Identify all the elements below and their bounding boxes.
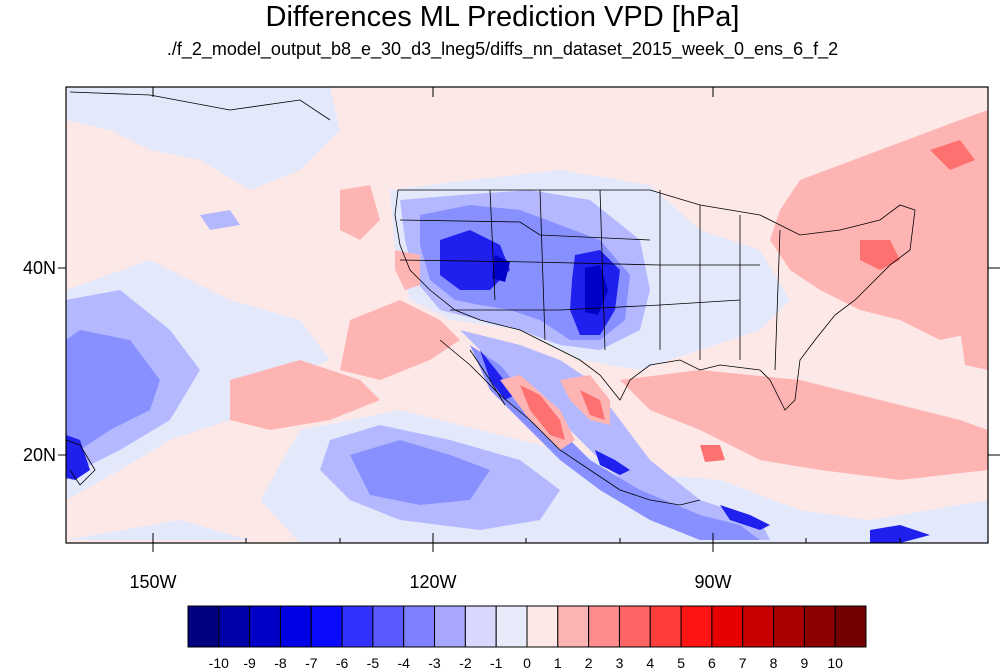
colorbar-swatch [803, 605, 836, 648]
colorbar-tick-label: -10 [208, 655, 229, 671]
colorbar-swatch [403, 605, 436, 648]
colorbar-swatch [279, 605, 312, 648]
colorbar-swatch [588, 605, 620, 648]
band-plus-4 [520, 140, 975, 462]
colorbar-swatch [187, 605, 220, 648]
colorbar-tick-label: -4 [397, 655, 410, 671]
colorbar-tick-label: -3 [428, 655, 441, 671]
x-tick-label-150w: 150W [129, 572, 177, 592]
axis-ticks [152, 87, 901, 543]
colorbar-tick-label: -5 [366, 655, 380, 671]
colorbar-swatch [218, 605, 251, 648]
outer-ticks [58, 267, 1000, 552]
plot-title: Differences ML Prediction VPD [hPa] [265, 1, 740, 33]
colorbar-swatch [495, 605, 528, 648]
colorbar-tick-label: 9 [800, 655, 809, 671]
plot-subtitle: ./f_2_model_output_b8_e_30_d3_lneg5/diff… [166, 39, 839, 59]
colorbar-swatch [834, 605, 867, 648]
colorbar-swatch [711, 605, 744, 648]
colorbar-tick-label: -8 [274, 655, 287, 671]
colorbar-swatch [773, 605, 805, 648]
colorbar-swatch [557, 605, 590, 648]
colorbar-swatch [372, 605, 405, 648]
colorbar-tick-label: 3 [615, 655, 624, 671]
country-outlines [66, 91, 916, 506]
colorbar-swatch [618, 605, 651, 648]
colorbar-tick-label: 7 [738, 655, 747, 671]
colorbar-swatch [434, 605, 466, 648]
colorbar-swatch [680, 605, 713, 648]
colorbar-tick-label: -7 [305, 655, 318, 671]
colorbar-swatch [649, 605, 682, 648]
colorbar-tick-label: 6 [707, 655, 716, 671]
colorbar-tick-label: -1 [489, 655, 503, 671]
colorbar-tick-label: 10 [827, 655, 843, 671]
colorbar-swatch [526, 605, 559, 648]
colorbar-tick-label: 0 [523, 655, 531, 671]
y-tick-label-40n: 40N [22, 258, 56, 278]
y-tick-label-20n: 20N [22, 445, 56, 465]
colorbar-swatch [310, 605, 343, 648]
x-tick-label-90w: 90W [694, 572, 732, 592]
colorbar-tick-label: 2 [584, 655, 593, 671]
colorbar-tick-label: 5 [677, 655, 685, 671]
colorbar-swatch [464, 605, 497, 648]
colorbar-swatch [341, 605, 374, 648]
x-tick-label-120w: 120W [409, 572, 457, 592]
colorbar-tick-label: 8 [769, 655, 778, 671]
colorbar-tick-label: 1 [553, 655, 562, 671]
colorbar-tick-label: 4 [646, 655, 655, 671]
map-frame [65, 86, 989, 544]
difference-map [58, 86, 1000, 552]
colorbar-swatch [249, 605, 281, 648]
colorbar-tick-label: -6 [335, 655, 349, 671]
colorbar-tick-label: -2 [459, 655, 472, 671]
colorbar-swatch [742, 605, 775, 648]
band-plus-2 [230, 110, 988, 480]
colorbar-tick-label: -9 [243, 655, 256, 671]
